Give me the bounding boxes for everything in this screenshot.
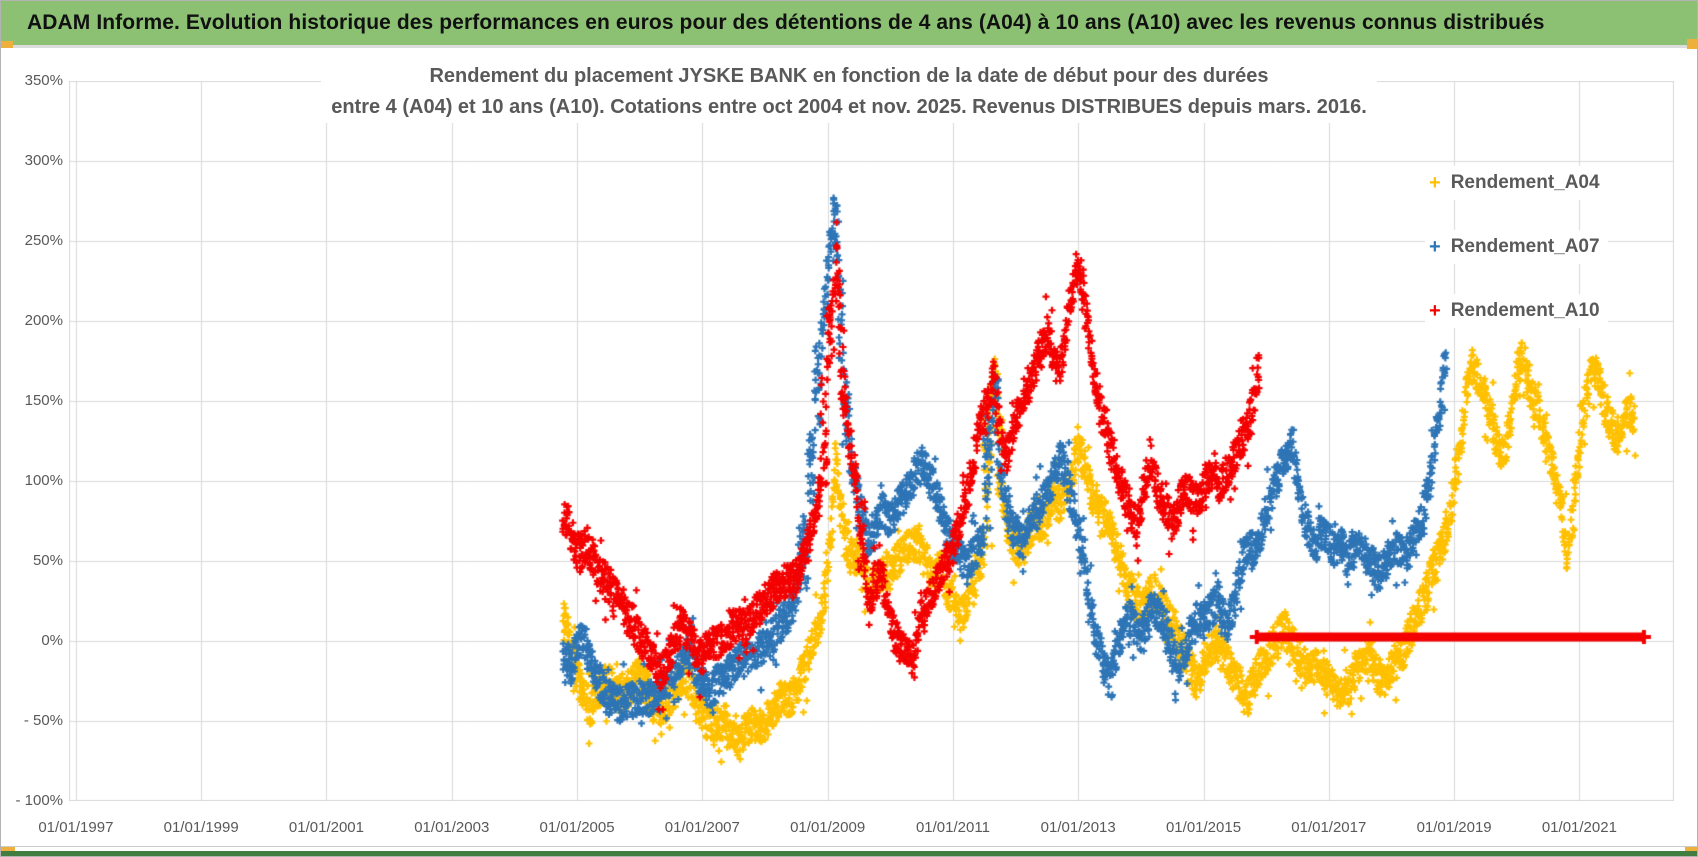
plus-marker-icon: + [1429,300,1441,322]
y-tick-label: 350% [24,72,63,89]
chart-bottom-border [1,846,1697,847]
chart-title-line1: Rendement du placement JYSKE BANK en fon… [321,61,1377,92]
x-tick-label: 01/01/2021 [1541,819,1617,836]
scatter-plot-area [69,81,1674,801]
x-tick-label: 01/01/2013 [1040,819,1116,836]
y-tick-label: 0% [41,632,63,649]
y-tick-label: - 50% [23,712,63,729]
chart-title: Rendement du placement JYSKE BANK en fon… [321,61,1377,123]
x-tick-label: 01/01/2015 [1165,819,1242,836]
plus-marker-icon: + [1429,236,1441,258]
y-tick-label: 50% [32,552,63,569]
y-tick-label: - 100% [15,792,63,809]
legend-item-a04[interactable]: + Rendement_A04 [1425,166,1608,200]
y-tick-label: 100% [24,472,63,489]
x-tick-label: 01/01/1999 [163,819,239,836]
x-tick-label: 01/01/2003 [414,819,490,836]
header-divider [1,45,1697,48]
legend-item-a07[interactable]: + Rendement_A07 [1425,230,1608,264]
bottom-green-bar [1,851,1697,856]
legend-label: Rendement_A10 [1450,300,1600,321]
legend-label: Rendement_A04 [1450,172,1600,193]
x-tick-label: 01/01/2009 [790,819,866,836]
y-tick-label: 300% [24,152,63,169]
x-tick-label: 01/01/2007 [664,819,740,836]
chart-title-line2: entre 4 (A04) et 10 ans (A10). Cotations… [321,92,1377,123]
y-tick-label: 150% [24,392,63,409]
x-tick-label: 01/01/2005 [539,819,615,836]
y-tick-label: 200% [24,312,63,329]
y-tick-label: 250% [24,232,63,249]
x-tick-label: 01/01/2017 [1291,819,1367,836]
legend-label: Rendement_A07 [1450,236,1600,257]
plus-marker-icon: + [1429,172,1441,194]
page-title: ADAM Informe. Evolution historique des p… [27,11,1545,34]
x-tick-label: 01/01/2001 [288,819,364,836]
x-tick-label: 01/01/2011 [915,819,990,836]
x-tick-label: 01/01/1997 [38,819,114,836]
x-tick-label: 01/01/2019 [1416,819,1492,836]
chart-legend: + Rendement_A04 + Rendement_A07 + Rendem… [1425,166,1608,358]
selection-handle-top-left [1,41,13,48]
legend-item-a10[interactable]: + Rendement_A10 [1425,294,1608,328]
selection-handle-top-right [1687,39,1697,49]
header-bar: ADAM Informe. Evolution historique des p… [1,1,1697,45]
